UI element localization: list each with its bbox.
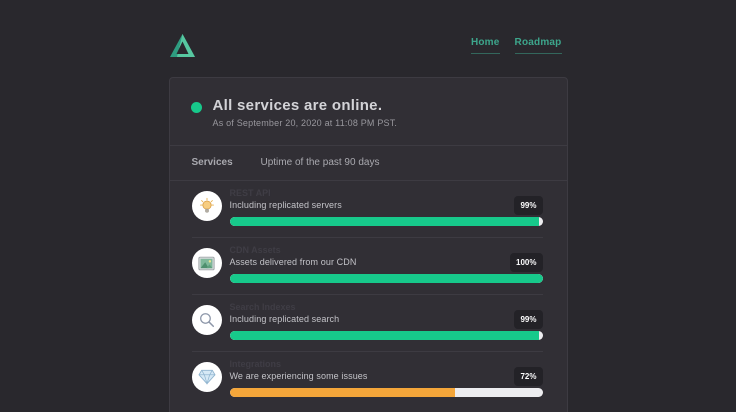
uptime-bar <box>229 274 543 283</box>
overall-status: All services are online. As of September… <box>170 78 567 145</box>
column-header-uptime: Uptime of the past 90 days <box>260 157 380 168</box>
status-timestamp: As of September 20, 2020 at 11:08 PM PST… <box>212 118 398 128</box>
service-name: REST API <box>229 188 271 198</box>
lightbulb-icon <box>199 197 214 213</box>
column-header-services: Services <box>191 157 233 168</box>
service-row-cdn-assets: CDN Assets Assets delivered from our CDN… <box>191 238 543 295</box>
services-list: REST API Including replicated servers 99… <box>170 181 567 412</box>
uptime-bar-fill <box>229 217 540 226</box>
service-name: Search Indexes <box>229 302 296 312</box>
uptime-badge: 72% <box>514 367 543 386</box>
uptime-badge: 100% <box>510 253 543 272</box>
uptime-bar <box>229 331 543 340</box>
service-row-integrations: Integrations We are experiencing some is… <box>191 352 543 409</box>
uptime-bar <box>229 388 543 397</box>
service-row-search-indexes: Search Indexes Including replicated sear… <box>191 295 543 352</box>
nav-link-roadmap[interactable]: Roadmap <box>514 37 562 54</box>
uptime-badge: 99% <box>514 196 543 215</box>
status-heading: All services are online. <box>212 97 383 114</box>
magnifier-icon <box>199 313 214 328</box>
service-name: CDN Assets <box>229 245 281 255</box>
uptime-bar-fill <box>229 331 540 340</box>
service-description: Including replicated search <box>229 314 340 324</box>
picture-icon <box>198 256 215 270</box>
service-name: Integrations <box>229 359 282 369</box>
status-card: All services are online. As of September… <box>168 77 568 412</box>
service-description: Assets delivered from our CDN <box>229 257 357 267</box>
service-row-rest-api: REST API Including replicated servers 99… <box>191 181 543 238</box>
uptime-badge: 99% <box>514 310 543 329</box>
triangle-logo-icon <box>169 34 195 57</box>
status-dot-icon <box>190 102 202 113</box>
uptime-bar <box>229 217 543 226</box>
uptime-bar-fill <box>229 274 543 283</box>
top-bar: Home Roadmap <box>169 0 568 60</box>
main-nav: Home Roadmap <box>470 37 568 54</box>
uptime-bar-fill <box>229 388 455 397</box>
nav-link-home[interactable]: Home <box>470 37 500 54</box>
page-container: Home Roadmap All services are online. As… <box>168 0 568 412</box>
service-description: Including replicated servers <box>229 200 342 210</box>
service-description: We are experiencing some issues <box>229 371 368 381</box>
gem-icon <box>197 369 216 385</box>
services-table-header: Services Uptime of the past 90 days <box>169 145 567 181</box>
